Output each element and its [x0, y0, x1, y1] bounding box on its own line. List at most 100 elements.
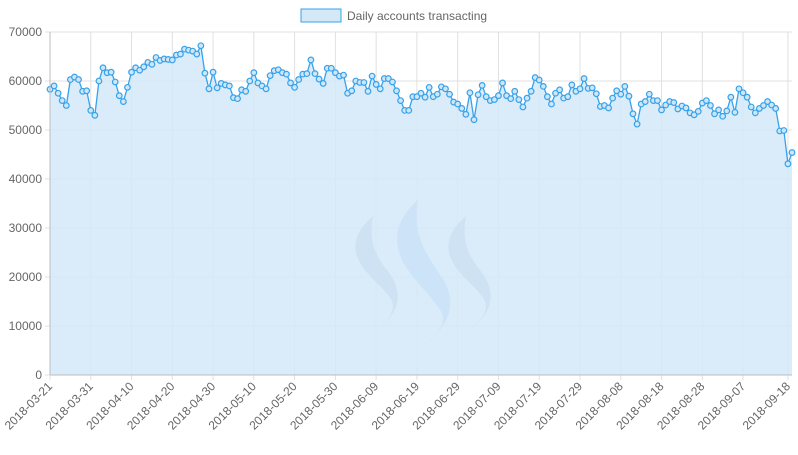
data-point[interactable]	[124, 83, 131, 91]
data-point[interactable]	[474, 91, 482, 99]
data-point[interactable]	[645, 90, 653, 98]
data-point[interactable]	[246, 77, 254, 85]
data-point[interactable]	[205, 85, 213, 93]
data-point[interactable]	[625, 92, 633, 100]
data-point[interactable]	[641, 98, 649, 105]
data-point[interactable]	[115, 92, 123, 100]
data-point[interactable]	[234, 95, 241, 103]
data-point[interactable]	[50, 82, 58, 90]
data-point[interactable]	[368, 72, 376, 80]
data-point[interactable]	[213, 84, 221, 92]
data-point[interactable]	[478, 82, 486, 89]
data-point[interactable]	[592, 90, 600, 98]
data-point[interactable]	[405, 106, 413, 114]
data-point[interactable]	[54, 89, 62, 97]
data-point[interactable]	[576, 85, 584, 93]
data-point[interactable]	[670, 99, 678, 106]
data-point[interactable]	[425, 83, 433, 91]
data-point[interactable]	[511, 87, 519, 95]
data-point[interactable]	[262, 85, 270, 93]
data-point[interactable]	[760, 102, 767, 109]
data-point[interactable]	[99, 64, 107, 72]
data-point[interactable]	[87, 106, 95, 114]
data-point[interactable]	[140, 63, 148, 71]
data-point[interactable]	[609, 94, 617, 102]
data-point[interactable]	[731, 108, 739, 116]
data-point[interactable]	[454, 100, 462, 108]
data-point[interactable]	[319, 80, 327, 87]
data-point[interactable]	[327, 64, 335, 72]
data-point[interactable]	[360, 79, 368, 86]
data-point[interactable]	[193, 50, 201, 58]
data-point[interactable]	[564, 93, 572, 101]
data-point[interactable]	[433, 90, 441, 98]
data-point[interactable]	[715, 106, 723, 114]
data-point[interactable]	[75, 76, 82, 83]
data-point[interactable]	[743, 93, 751, 101]
data-point[interactable]	[393, 87, 400, 95]
data-point[interactable]	[682, 104, 690, 112]
data-point[interactable]	[633, 120, 641, 128]
data-point[interactable]	[364, 87, 372, 95]
data-point[interactable]	[719, 112, 727, 120]
data-point[interactable]	[291, 83, 299, 91]
data-point[interactable]	[519, 103, 527, 111]
data-point[interactable]	[694, 107, 702, 115]
data-point[interactable]	[515, 96, 523, 104]
data-point[interactable]	[58, 97, 66, 104]
data-point[interactable]	[303, 70, 311, 78]
data-point[interactable]	[421, 93, 429, 101]
data-point[interactable]	[747, 103, 755, 111]
data-point[interactable]	[446, 90, 453, 98]
data-point[interactable]	[707, 102, 714, 109]
legend-swatch[interactable]	[300, 8, 342, 23]
data-point[interactable]	[287, 79, 294, 87]
data-point[interactable]	[107, 68, 115, 76]
data-point[interactable]	[148, 60, 156, 68]
data-point[interactable]	[617, 90, 625, 98]
data-point[interactable]	[727, 93, 735, 101]
data-point[interactable]	[442, 85, 449, 93]
data-point[interactable]	[348, 87, 356, 95]
legend-label[interactable]: Daily accounts transacting	[347, 9, 487, 23]
data-point[interactable]	[654, 97, 661, 104]
data-point[interactable]	[482, 93, 490, 101]
data-point[interactable]	[784, 160, 792, 168]
data-point[interactable]	[128, 68, 135, 76]
data-point[interactable]	[111, 78, 119, 86]
data-point[interactable]	[283, 70, 290, 78]
data-point[interactable]	[91, 111, 99, 119]
data-point[interactable]	[307, 56, 315, 64]
data-point[interactable]	[168, 56, 176, 64]
data-point[interactable]	[548, 100, 555, 108]
data-point[interactable]	[389, 78, 396, 86]
data-point[interactable]	[621, 82, 629, 90]
data-point[interactable]	[83, 87, 91, 95]
data-point[interactable]	[209, 68, 217, 76]
data-point[interactable]	[495, 92, 502, 100]
data-point[interactable]	[780, 127, 788, 134]
data-point[interactable]	[605, 104, 612, 112]
data-point[interactable]	[295, 76, 303, 83]
data-point[interactable]	[711, 110, 718, 118]
data-point[interactable]	[95, 77, 103, 85]
data-point[interactable]	[499, 79, 506, 87]
data-point[interactable]	[315, 75, 323, 83]
data-point[interactable]	[580, 75, 588, 82]
data-point[interactable]	[417, 89, 425, 97]
data-point[interactable]	[266, 72, 274, 80]
data-point[interactable]	[568, 81, 576, 89]
data-point[interactable]	[470, 116, 478, 124]
data-point[interactable]	[751, 109, 759, 117]
data-point[interactable]	[735, 85, 743, 93]
data-point[interactable]	[376, 85, 384, 93]
data-point[interactable]	[242, 87, 250, 95]
data-point[interactable]	[739, 89, 747, 97]
data-point[interactable]	[539, 82, 547, 90]
data-point[interactable]	[250, 69, 258, 77]
data-point[interactable]	[372, 81, 380, 88]
data-point[interactable]	[458, 105, 466, 112]
data-point[interactable]	[523, 94, 531, 102]
data-point[interactable]	[507, 95, 515, 103]
data-point[interactable]	[119, 98, 127, 105]
